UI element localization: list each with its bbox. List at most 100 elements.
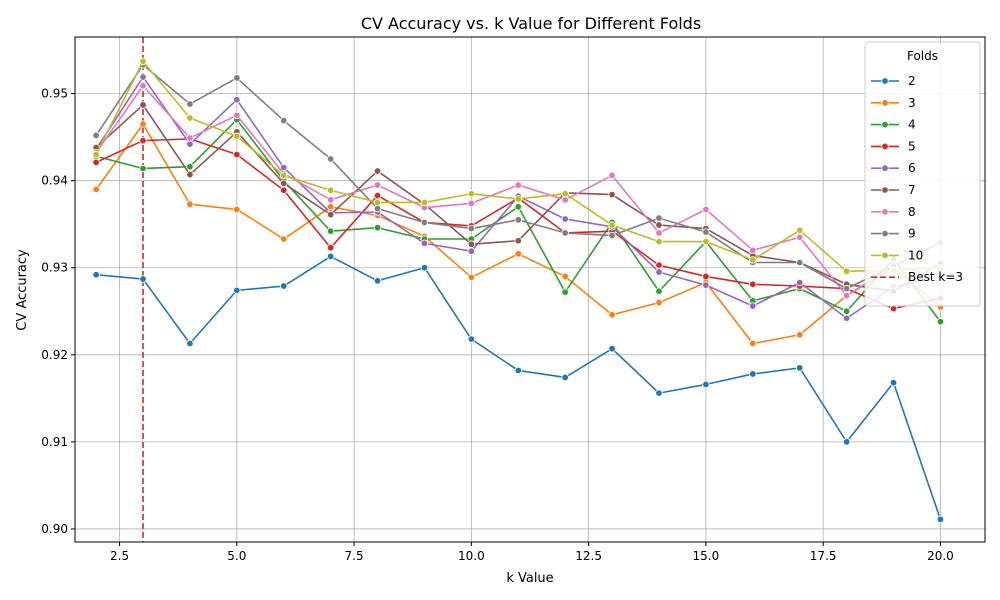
- data-point: [186, 163, 194, 171]
- data-point: [467, 273, 476, 282]
- series-line: [95, 138, 941, 310]
- y-tick-label: 0.95: [41, 87, 68, 101]
- data-point: [326, 210, 335, 219]
- legend-marker: [881, 120, 889, 129]
- data-point: [514, 237, 522, 245]
- legend-label: 2: [908, 74, 916, 88]
- data-point: [92, 158, 100, 167]
- data-point: [796, 258, 804, 267]
- legend-marker: [881, 99, 889, 107]
- series-layer: [92, 57, 945, 524]
- data-point: [514, 216, 522, 224]
- legend-marker: [881, 208, 889, 216]
- series-line: [95, 123, 941, 345]
- y-tick-label: 0.94: [41, 174, 68, 188]
- data-point: [139, 120, 147, 128]
- legend-label: 6: [908, 161, 916, 175]
- y-tick-label: 0.93: [41, 261, 68, 275]
- data-point: [655, 298, 663, 307]
- legend-item-best-k: Best k=3: [871, 270, 963, 284]
- data-point: [233, 95, 241, 104]
- data-point: [702, 281, 710, 289]
- data-point: [186, 134, 194, 142]
- legend: Folds 2 3 4 5 6 7 8 9 10 Best k=3: [864, 41, 981, 307]
- series-10: [92, 57, 945, 275]
- data-point: [842, 284, 851, 293]
- data-point: [796, 364, 804, 372]
- data-point: [796, 331, 804, 339]
- data-point: [139, 275, 147, 283]
- series-5: [92, 135, 945, 313]
- data-point: [467, 247, 476, 255]
- data-point: [326, 227, 335, 235]
- data-point: [373, 277, 382, 285]
- plot-area-frame: [74, 36, 986, 543]
- data-point: [749, 246, 757, 255]
- data-point: [514, 366, 522, 375]
- legend-label: 3: [908, 96, 916, 110]
- legend-title: Folds: [907, 49, 938, 63]
- data-point: [702, 228, 710, 236]
- x-tick-label: 15.0: [693, 549, 720, 563]
- data-point: [561, 190, 569, 198]
- data-point: [749, 339, 757, 348]
- legend-item-6: 6: [871, 161, 916, 175]
- x-tick-label: 10.0: [458, 549, 485, 563]
- legend-item-9: 9: [871, 227, 916, 241]
- data-point: [233, 286, 241, 295]
- x-axis: 2.5 5.0 7.5 10.0 12.5 15.0 17.5 20.0: [110, 542, 954, 563]
- legend-item-4: 4: [871, 118, 916, 132]
- data-point: [186, 339, 194, 348]
- data-point: [373, 181, 382, 189]
- data-point: [655, 221, 663, 229]
- y-tick-label: 0.91: [41, 435, 68, 449]
- series-3: [92, 120, 945, 348]
- data-point: [139, 73, 147, 81]
- data-point: [842, 291, 851, 300]
- data-point: [373, 204, 382, 213]
- x-axis-label: k Value: [506, 571, 553, 586]
- data-point: [702, 272, 710, 281]
- data-point: [655, 237, 663, 246]
- data-point: [514, 195, 522, 203]
- data-point: [514, 203, 522, 211]
- data-point: [702, 380, 710, 389]
- data-point: [655, 261, 663, 269]
- data-point: [655, 268, 663, 276]
- legend-marker: [881, 251, 889, 260]
- data-point: [326, 252, 335, 261]
- data-point: [842, 267, 851, 275]
- legend-box: [864, 41, 981, 307]
- data-point: [655, 389, 663, 397]
- y-axis-label: CV Accuracy: [15, 249, 30, 331]
- data-point: [326, 155, 335, 163]
- data-point: [796, 278, 804, 287]
- data-point: [514, 250, 522, 258]
- data-point: [561, 215, 569, 223]
- x-tick-label: 12.5: [575, 549, 602, 563]
- legend-marker: [881, 77, 889, 85]
- data-point: [655, 214, 663, 222]
- x-tick-label: 17.5: [810, 549, 837, 563]
- data-point: [561, 272, 569, 281]
- data-point: [749, 280, 757, 288]
- series-2: [92, 252, 945, 524]
- data-point: [749, 256, 757, 264]
- data-point: [326, 186, 335, 194]
- legend-item-3: 3: [871, 96, 916, 110]
- legend-label: 7: [908, 183, 916, 197]
- data-point: [467, 224, 476, 233]
- legend-item-7: 7: [871, 183, 916, 197]
- data-point: [420, 264, 429, 272]
- data-point: [749, 302, 757, 310]
- data-point: [561, 229, 569, 237]
- data-point: [608, 221, 616, 229]
- data-point: [139, 57, 147, 66]
- data-point: [608, 190, 616, 199]
- legend-label: Best k=3: [908, 270, 963, 284]
- data-point: [796, 226, 804, 234]
- legend-item-2: 2: [871, 74, 916, 88]
- legend-label: 9: [908, 227, 916, 241]
- legend-label: 5: [908, 139, 916, 153]
- data-point: [280, 179, 288, 187]
